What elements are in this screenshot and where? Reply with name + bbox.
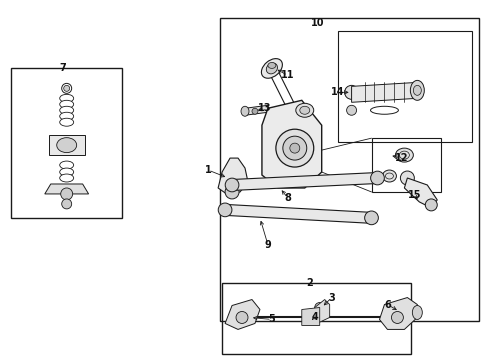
Bar: [371, 138, 441, 192]
Bar: [11, 68, 122, 218]
Ellipse shape: [346, 105, 357, 115]
Ellipse shape: [252, 108, 258, 114]
Ellipse shape: [62, 199, 72, 209]
Polygon shape: [45, 184, 89, 194]
Text: 3: 3: [328, 293, 335, 302]
Ellipse shape: [60, 161, 74, 169]
Ellipse shape: [61, 188, 73, 200]
Text: 15: 15: [408, 190, 421, 200]
Ellipse shape: [400, 171, 415, 185]
Ellipse shape: [296, 103, 314, 117]
Text: 10: 10: [311, 18, 324, 28]
Ellipse shape: [57, 138, 76, 153]
Ellipse shape: [370, 106, 398, 114]
Text: 4: 4: [311, 312, 318, 323]
Ellipse shape: [266, 63, 277, 74]
Ellipse shape: [225, 178, 239, 192]
Ellipse shape: [64, 85, 70, 91]
Polygon shape: [225, 204, 372, 223]
Ellipse shape: [414, 85, 421, 95]
Ellipse shape: [413, 306, 422, 319]
Text: 6: 6: [384, 300, 391, 310]
Polygon shape: [302, 307, 319, 325]
Text: 12: 12: [394, 153, 408, 163]
Ellipse shape: [62, 84, 72, 93]
Text: 1: 1: [205, 165, 212, 175]
Ellipse shape: [60, 168, 74, 176]
Ellipse shape: [241, 106, 249, 116]
Text: 13: 13: [258, 103, 271, 113]
Text: 11: 11: [281, 71, 294, 80]
Text: 9: 9: [265, 240, 271, 250]
Ellipse shape: [315, 302, 325, 312]
Ellipse shape: [395, 148, 414, 162]
Ellipse shape: [225, 185, 239, 199]
Ellipse shape: [60, 112, 74, 120]
Bar: [338, 31, 472, 142]
Bar: [222, 283, 412, 354]
Ellipse shape: [290, 143, 300, 153]
Polygon shape: [225, 300, 260, 329]
Ellipse shape: [60, 94, 74, 102]
Polygon shape: [218, 158, 248, 195]
Polygon shape: [49, 135, 85, 155]
Polygon shape: [315, 300, 330, 324]
Ellipse shape: [268, 62, 276, 68]
Text: 7: 7: [59, 63, 66, 73]
Text: 2: 2: [306, 278, 313, 288]
Ellipse shape: [218, 203, 232, 217]
Ellipse shape: [283, 136, 307, 160]
Text: 8: 8: [284, 193, 291, 203]
Ellipse shape: [383, 170, 396, 182]
Ellipse shape: [276, 129, 314, 167]
Ellipse shape: [410, 80, 424, 100]
Ellipse shape: [365, 211, 378, 225]
Ellipse shape: [60, 174, 74, 182]
Ellipse shape: [344, 85, 359, 99]
Ellipse shape: [60, 118, 74, 126]
Ellipse shape: [60, 106, 74, 114]
Ellipse shape: [261, 59, 282, 78]
Polygon shape: [262, 100, 322, 188]
Polygon shape: [404, 178, 437, 208]
Ellipse shape: [425, 199, 437, 211]
Text: 5: 5: [269, 314, 275, 324]
Bar: [220, 18, 479, 321]
Ellipse shape: [370, 171, 384, 185]
Polygon shape: [352, 82, 417, 102]
Ellipse shape: [300, 106, 310, 114]
Ellipse shape: [236, 311, 248, 323]
Ellipse shape: [392, 311, 403, 323]
Polygon shape: [232, 172, 378, 190]
Polygon shape: [379, 298, 417, 329]
Ellipse shape: [60, 100, 74, 108]
Polygon shape: [245, 105, 268, 115]
Text: 14: 14: [331, 87, 344, 97]
